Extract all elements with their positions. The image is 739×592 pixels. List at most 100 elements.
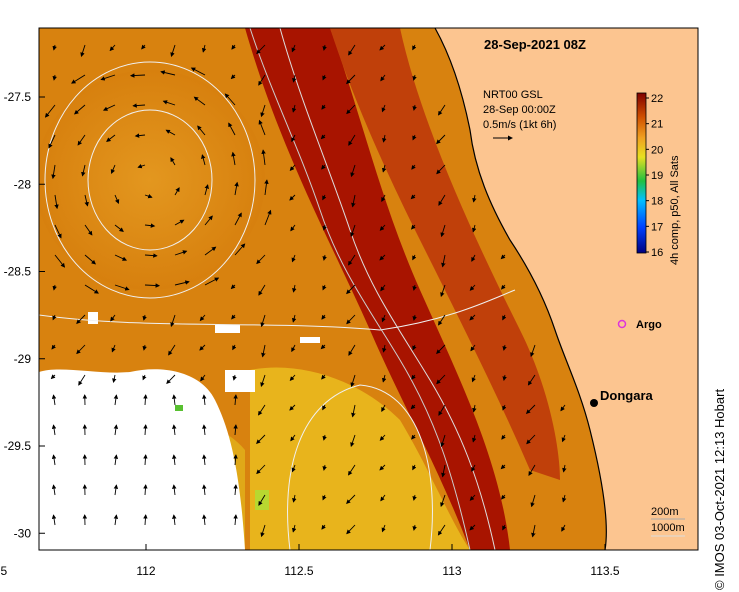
current-vector-arrow bbox=[233, 424, 238, 436]
current-vector-arrow bbox=[141, 44, 146, 50]
current-vector-arrow bbox=[350, 374, 356, 388]
current-vector-arrow bbox=[471, 254, 476, 262]
current-vector-arrow bbox=[560, 404, 566, 412]
current-vector-arrow bbox=[412, 464, 417, 471]
current-vector-arrow bbox=[292, 494, 297, 503]
current-vector-arrow bbox=[232, 374, 237, 381]
current-vector-arrow bbox=[50, 374, 56, 380]
current-vector-arrow bbox=[291, 524, 297, 533]
current-vector-arrow bbox=[52, 314, 57, 321]
current-vector-arrow bbox=[438, 104, 446, 116]
current-vector-arrow bbox=[381, 374, 387, 383]
current-vector-arrow bbox=[106, 134, 116, 142]
current-vector-arrow bbox=[321, 524, 326, 530]
current-vector-arrow bbox=[438, 404, 446, 416]
current-vector-arrow bbox=[380, 284, 386, 292]
x-tick-label: 111.5 bbox=[0, 564, 7, 578]
current-vector-arrow bbox=[144, 223, 156, 228]
colorbar-tick-label: 16 bbox=[651, 247, 663, 259]
current-vector-arrow bbox=[291, 344, 296, 353]
current-vector-arrow bbox=[530, 344, 536, 358]
current-vector-arrow bbox=[469, 284, 476, 291]
current-vector-arrow bbox=[132, 103, 146, 108]
current-vector-arrow bbox=[51, 484, 57, 496]
current-vector-arrow bbox=[351, 404, 356, 418]
current-vector-arrow bbox=[199, 314, 206, 322]
current-vector-arrow bbox=[411, 434, 416, 440]
current-vector-arrow bbox=[144, 253, 158, 258]
current-vector-arrow bbox=[174, 280, 190, 286]
current-vector-arrow bbox=[411, 224, 416, 230]
current-vector-arrow bbox=[440, 284, 446, 298]
contour-200m bbox=[249, 28, 471, 550]
current-vector-arrow bbox=[110, 164, 116, 175]
current-vector-arrow bbox=[71, 74, 86, 84]
current-vector-arrow bbox=[143, 514, 148, 526]
current-vector-arrow bbox=[321, 104, 326, 110]
current-vector-arrow bbox=[350, 224, 356, 238]
current-vector-arrow bbox=[561, 524, 566, 532]
current-vector-arrow bbox=[84, 284, 99, 294]
current-vector-arrow bbox=[51, 344, 56, 350]
current-vector-arrow bbox=[348, 464, 356, 476]
current-vector-arrow bbox=[502, 314, 507, 321]
current-vector-arrow bbox=[258, 404, 266, 416]
current-vector-arrow bbox=[500, 464, 506, 470]
current-vector-arrow bbox=[84, 224, 93, 236]
current-vector-arrow bbox=[526, 434, 536, 445]
current-vector-arrow bbox=[258, 74, 266, 86]
current-vector-arrow bbox=[527, 374, 536, 386]
map-area bbox=[39, 28, 698, 550]
current-vector-arrow bbox=[292, 74, 297, 83]
depth-legend-200m: 200m bbox=[651, 506, 679, 518]
current-vector-arrow bbox=[381, 404, 386, 412]
y-tick-label: -29 bbox=[14, 352, 32, 366]
current-vector-arrow bbox=[202, 454, 207, 466]
current-vector-arrow bbox=[134, 133, 146, 138]
current-vector-arrow bbox=[289, 164, 296, 171]
cloud-patch-3 bbox=[300, 337, 320, 343]
current-vector-arrow bbox=[113, 514, 119, 526]
current-vector-arrow bbox=[412, 104, 417, 111]
current-vector-arrow bbox=[379, 254, 386, 261]
cool-speck bbox=[175, 405, 183, 411]
current-vector-arrow bbox=[112, 374, 117, 383]
current-vector-arrow bbox=[78, 374, 86, 386]
current-legend-source: NRT00 GSL bbox=[483, 89, 543, 101]
current-vector-arrow bbox=[204, 246, 217, 256]
current-vector-arrow bbox=[291, 254, 296, 263]
current-vector-arrow bbox=[113, 454, 119, 466]
current-vector-arrow bbox=[234, 181, 239, 196]
current-vector-arrow bbox=[471, 224, 477, 233]
current-vector-arrow bbox=[346, 284, 356, 295]
cloud-patch bbox=[225, 370, 255, 392]
current-vector-arrow bbox=[438, 194, 446, 206]
current-vector-arrow bbox=[162, 100, 176, 106]
current-vector-arrow bbox=[258, 284, 266, 296]
current-vector-arrow bbox=[412, 314, 417, 321]
current-vector-arrow bbox=[190, 67, 206, 76]
warm-shelf-band bbox=[330, 28, 560, 480]
current-vector-arrow bbox=[54, 254, 66, 268]
current-vector-arrow bbox=[233, 514, 238, 526]
colorbar-tick-label: 22 bbox=[651, 93, 663, 105]
current-vector-arrow bbox=[232, 344, 237, 351]
y-tick-label: -28.5 bbox=[4, 265, 32, 279]
current-vector-arrow bbox=[52, 44, 57, 51]
current-vector-arrow bbox=[525, 404, 536, 415]
current-vector-arrow bbox=[231, 151, 236, 166]
current-vector-arrow bbox=[411, 374, 416, 380]
current-vector-arrow bbox=[256, 254, 266, 265]
current-legend-scale: 0.5m/s (1kt 6h) bbox=[483, 119, 556, 131]
current-vector-arrow bbox=[436, 344, 446, 355]
cloud-area bbox=[39, 369, 245, 550]
current-vector-arrow bbox=[165, 129, 176, 136]
current-vector-arrow bbox=[80, 44, 86, 58]
depth-legend-1000m: 1000m bbox=[651, 522, 685, 534]
current-vector-arrow bbox=[379, 464, 386, 471]
current-vector-arrow bbox=[322, 44, 327, 51]
current-vector-arrow bbox=[501, 494, 506, 500]
current-vector-arrow bbox=[231, 314, 236, 320]
current-vector-arrow bbox=[381, 314, 386, 323]
current-vector-arrow bbox=[160, 70, 176, 76]
